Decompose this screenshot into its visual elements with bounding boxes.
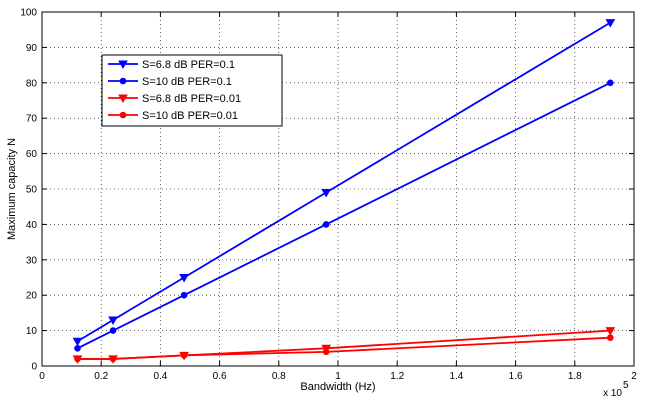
y-tick-label: 30 (26, 255, 38, 266)
legend-entry: S=10 dB PER=0.01 (108, 110, 238, 122)
x-tick-label: 0.8 (272, 371, 286, 382)
legend: S=6.8 dB PER=0.1 S=10 dB PER=0.1 S=6.8 dB … (101, 54, 283, 127)
data-point (180, 291, 188, 299)
x-tick-label: 1.2 (390, 371, 404, 382)
data-point (605, 19, 616, 28)
y-tick-label: 0 (31, 362, 37, 373)
legend-entry: S=6.8 dB PER=0.1 (108, 59, 235, 71)
data-point (607, 334, 614, 341)
x-multiplier: x 10 (603, 388, 622, 398)
x-tick-label: 0 (39, 371, 45, 382)
tick-labels: 0 0.2 0.4 0.6 0.8 1 1.2 1.4 1.6 1.8 20102030405060… (20, 8, 637, 383)
x-axis-label: Bandwidth (Hz) (300, 381, 375, 393)
data-point (322, 348, 330, 356)
x-tick-label: 1.4 (449, 371, 463, 382)
legend-label: S=6.8 dB PER=0.1 (142, 59, 235, 71)
data-point (605, 327, 616, 336)
y-tick-label: 100 (20, 8, 37, 19)
y-tick-label: 20 (26, 291, 38, 302)
legend-label: S=10 dB PER=0.01 (142, 110, 238, 122)
x-tick-label: 1.6 (509, 371, 523, 382)
y-tick-label: 50 (26, 185, 38, 196)
legend-marker (118, 94, 128, 104)
legend-label: S=6.8 dB PER=0.01 (142, 93, 241, 105)
y-tick-label: 60 (26, 149, 38, 160)
data-point (72, 337, 83, 347)
y-tick-label: 10 (26, 326, 38, 337)
data-point (607, 79, 614, 87)
y-tick-label: 80 (26, 78, 38, 89)
data-point (109, 355, 117, 363)
y-axis-label: Maximum capacity N (6, 138, 18, 240)
plot-frame (41, 11, 635, 367)
data-point (180, 352, 188, 359)
grid-lines (42, 12, 634, 366)
legend-label: S=10 dB PER=0.1 (142, 76, 232, 88)
series-4 (74, 334, 614, 363)
data-point (179, 274, 189, 283)
data-point (108, 316, 118, 325)
x-tick-label: 0.6 (213, 371, 227, 382)
series-2 (74, 79, 614, 352)
x-tick-label: 1.8 (568, 371, 582, 382)
data-point (109, 327, 117, 334)
legend-marker (119, 111, 127, 119)
x-tick-label: 1 (335, 371, 341, 382)
x-tick-label: 0.2 (94, 371, 108, 382)
x-multiplier-exponent: 5 (623, 380, 629, 391)
series-layer (72, 19, 616, 364)
data-point (74, 345, 81, 352)
data-point (321, 189, 332, 198)
x-tick-label: 2 (631, 371, 637, 382)
y-tick-label: 40 (26, 220, 38, 231)
legend-marker (119, 77, 127, 85)
legend-entry: S=6.8 dB PER=0.01 (108, 93, 241, 105)
y-tick-label: 70 (26, 114, 38, 125)
series-1 (72, 19, 616, 347)
legend-entry: S=10 dB PER=0.1 (108, 76, 232, 88)
data-point (322, 221, 330, 228)
x-tick-label: 0.4 (153, 371, 167, 382)
legend-marker (118, 60, 128, 70)
data-point (74, 355, 81, 363)
y-tick-label: 90 (26, 43, 38, 54)
